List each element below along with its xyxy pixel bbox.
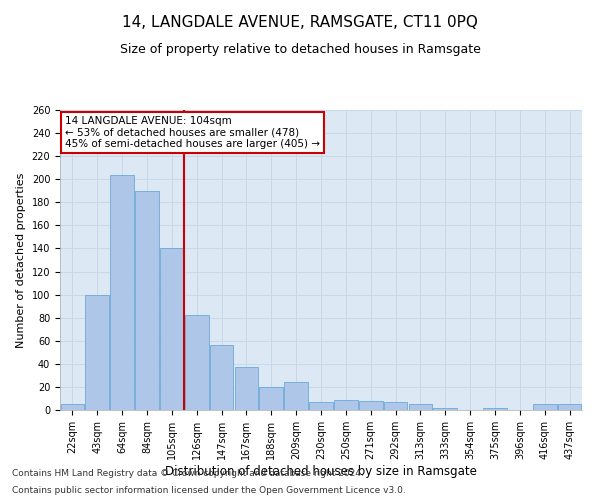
Bar bbox=[160, 248, 184, 410]
Bar bbox=[284, 382, 308, 410]
Bar bbox=[61, 404, 84, 410]
Bar bbox=[334, 400, 358, 410]
Bar bbox=[309, 402, 333, 410]
Text: Contains public sector information licensed under the Open Government Licence v3: Contains public sector information licen… bbox=[12, 486, 406, 495]
Bar bbox=[483, 408, 507, 410]
X-axis label: Distribution of detached houses by size in Ramsgate: Distribution of detached houses by size … bbox=[165, 464, 477, 477]
Bar bbox=[433, 408, 457, 410]
Bar bbox=[558, 404, 581, 410]
Bar bbox=[533, 404, 557, 410]
Bar bbox=[185, 316, 209, 410]
Bar bbox=[85, 294, 109, 410]
Text: Contains HM Land Registry data © Crown copyright and database right 2024.: Contains HM Land Registry data © Crown c… bbox=[12, 468, 364, 477]
Bar bbox=[110, 174, 134, 410]
Bar bbox=[210, 346, 233, 410]
Text: Size of property relative to detached houses in Ramsgate: Size of property relative to detached ho… bbox=[119, 42, 481, 56]
Bar bbox=[384, 402, 407, 410]
Text: 14 LANGDALE AVENUE: 104sqm
← 53% of detached houses are smaller (478)
45% of sem: 14 LANGDALE AVENUE: 104sqm ← 53% of deta… bbox=[65, 116, 320, 149]
Text: 14, LANGDALE AVENUE, RAMSGATE, CT11 0PQ: 14, LANGDALE AVENUE, RAMSGATE, CT11 0PQ bbox=[122, 15, 478, 30]
Bar bbox=[409, 404, 432, 410]
Bar bbox=[235, 368, 258, 410]
Y-axis label: Number of detached properties: Number of detached properties bbox=[16, 172, 26, 348]
Bar bbox=[259, 387, 283, 410]
Bar bbox=[135, 191, 159, 410]
Bar bbox=[359, 401, 383, 410]
